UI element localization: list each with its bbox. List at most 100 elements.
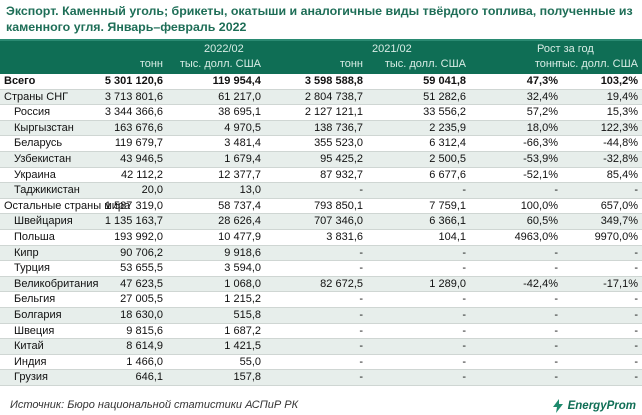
row-label: Всего [4, 75, 36, 87]
cell-tons-2021: - [359, 184, 363, 197]
cell-usd-2021: 104,1 [438, 230, 466, 243]
row-label: Китай [14, 340, 44, 353]
header-usd-2022: тыс. долл. США [179, 58, 261, 70]
row-label: Швеция [14, 324, 55, 337]
cell-usd-2021: 1 289,0 [429, 277, 466, 290]
table-body: Всего 5 301 120,6 119 954,4 3 598 588,8 59 0… [0, 74, 642, 386]
footer: Источник: Бюро национальной статистики А… [0, 397, 642, 415]
cell-usd-2022: 12 377,7 [218, 168, 261, 181]
row-label: Беларусь [14, 137, 63, 150]
cell-tons-2021: - [359, 340, 363, 353]
cell-growth-tons: - [554, 293, 558, 306]
cell-usd-2022: 157,8 [233, 371, 261, 384]
cell-tons-2022: 90 706,2 [120, 246, 163, 259]
cell-usd-2021: 2 500,5 [429, 152, 466, 165]
table-row: Болгария 18 630,0 515,8 - - - - [0, 307, 642, 324]
cell-tons-2022: 163 676,6 [114, 121, 163, 134]
cell-growth-usd: 657,0% [600, 199, 638, 212]
cell-tons-2022: 53 655,5 [120, 262, 163, 275]
table-row: Всего 5 301 120,6 119 954,4 3 598 588,8 59 0… [0, 74, 642, 90]
cell-usd-2022: 28 626,4 [218, 215, 261, 228]
cell-growth-usd: 122,3% [600, 121, 638, 134]
cell-usd-2021: 59 041,8 [423, 75, 466, 87]
cell-growth-tons: 100,0% [520, 199, 558, 212]
cell-growth-usd: - [634, 340, 638, 353]
cell-usd-2022: 1 679,4 [224, 152, 261, 165]
cell-usd-2021: - [462, 262, 466, 275]
cell-usd-2022: 9 918,6 [224, 246, 261, 259]
cell-tons-2021: 3 598 588,8 [304, 75, 363, 87]
header-period-2022: 2022/02 [204, 43, 244, 55]
cell-usd-2021: 33 556,2 [423, 106, 466, 119]
cell-usd-2021: 6 312,4 [429, 137, 466, 150]
cell-usd-2022: 1 687,2 [224, 324, 261, 337]
cell-usd-2022: 61 217,0 [218, 90, 261, 103]
row-label: Узбекистан [14, 152, 72, 165]
cell-growth-usd: 85,4% [606, 168, 638, 181]
cell-usd-2022: 1 068,0 [224, 277, 261, 290]
cell-usd-2022: 13,0 [239, 184, 261, 197]
table-row: Грузия 646,1 157,8 - - - - [0, 370, 642, 386]
cell-usd-2022: 4 970,5 [224, 121, 261, 134]
cell-tons-2022: 646,1 [135, 371, 163, 384]
cell-growth-usd: 15,3% [606, 106, 638, 119]
cell-growth-tons: -53,9% [523, 152, 558, 165]
cell-tons-2022: 1 135 163,7 [104, 215, 163, 228]
cell-tons-2022: 27 005,5 [120, 293, 163, 306]
cell-tons-2021: 2 127 121,1 [304, 106, 363, 119]
cell-tons-2022: 9 815,6 [126, 324, 163, 337]
row-label: Украина [14, 168, 56, 181]
cell-usd-2021: - [462, 324, 466, 337]
row-label: Польша [14, 230, 55, 243]
cell-tons-2022: 119 679,7 [114, 137, 163, 150]
cell-growth-usd: 19,4% [606, 90, 638, 103]
row-label: Грузия [14, 371, 48, 384]
row-label: Россия [14, 106, 51, 119]
cell-usd-2021: - [462, 340, 466, 353]
header-usd-growth: тыс. долл. США [556, 58, 638, 70]
cell-growth-tons: 47,3% [526, 75, 558, 87]
cell-usd-2022: 10 477,9 [218, 230, 261, 243]
cell-tons-2021: 793 850,1 [314, 199, 363, 212]
cell-usd-2022: 3 594,0 [224, 262, 261, 275]
cell-growth-usd: - [634, 371, 638, 384]
cell-growth-tons: 60,5% [526, 215, 558, 228]
table-row: Украина 42 112,2 12 377,7 87 932,7 6 677,6 -5… [0, 168, 642, 184]
cell-usd-2022: 1 421,5 [224, 340, 261, 353]
cell-tons-2021: 95 425,2 [320, 152, 363, 165]
logo-text: EnergyProm [567, 400, 636, 412]
row-label: Индия [14, 355, 47, 368]
cell-tons-2022: 3 344 366,6 [104, 106, 163, 119]
cell-growth-usd: - [634, 308, 638, 321]
cell-growth-tons: -52,1% [523, 168, 558, 181]
cell-tons-2021: - [359, 293, 363, 306]
table-row: Турция 53 655,5 3 594,0 - - - - [0, 261, 642, 277]
row-label: Великобритания [14, 277, 99, 290]
brand-logo: EnergyProm [551, 398, 636, 414]
cell-growth-usd: - [634, 246, 638, 259]
row-label: Страны СНГ [4, 90, 69, 103]
cell-tons-2021: 87 932,7 [320, 168, 363, 181]
cell-usd-2022: 55,0 [239, 355, 261, 368]
cell-tons-2021: 82 672,5 [320, 277, 363, 290]
lightning-bolt-icon [552, 399, 563, 413]
cell-growth-tons: - [554, 340, 558, 353]
cell-tons-2022: 3 713 801,6 [104, 90, 163, 103]
cell-growth-tons: - [554, 324, 558, 337]
table-row: Страны СНГ 3 713 801,6 61 217,0 2 804 738,7… [0, 89, 642, 106]
cell-growth-tons: - [554, 371, 558, 384]
cell-growth-tons: - [554, 184, 558, 197]
header-growth: Рост за год [537, 43, 594, 55]
cell-tons-2021: - [359, 371, 363, 384]
cell-usd-2022: 3 481,4 [224, 137, 261, 150]
cell-growth-usd: - [634, 262, 638, 275]
cell-usd-2021: - [462, 371, 466, 384]
cell-tons-2022: 42 112,2 [120, 168, 163, 181]
cell-usd-2022: 1 215,2 [224, 293, 261, 306]
cell-tons-2021: 138 736,7 [314, 121, 363, 134]
title-divider [0, 39, 642, 41]
cell-usd-2021: 6 677,6 [429, 168, 466, 181]
cell-growth-tons: - [554, 355, 558, 368]
row-label: Швейцария [14, 215, 73, 228]
row-label: Кипр [14, 246, 39, 259]
